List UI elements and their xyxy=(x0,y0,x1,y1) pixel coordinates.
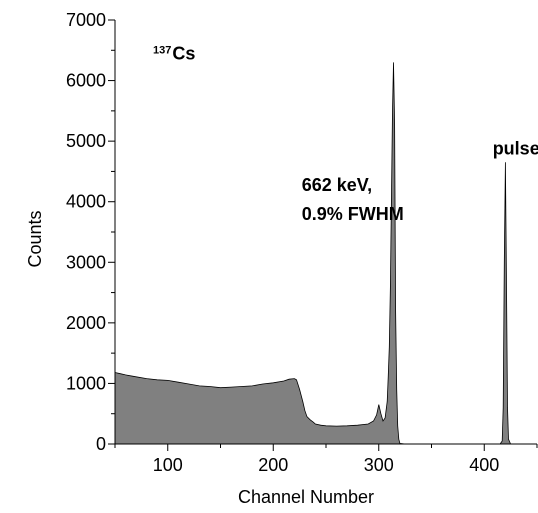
y-tick-label: 1000 xyxy=(66,373,106,393)
y-tick-label: 2000 xyxy=(66,313,106,333)
pulser-label: pulser xyxy=(493,138,538,158)
y-tick-label: 6000 xyxy=(66,71,106,91)
x-tick-label: 100 xyxy=(153,455,183,475)
y-tick-label: 7000 xyxy=(66,10,106,30)
x-tick-label: 400 xyxy=(469,455,499,475)
y-tick-label: 4000 xyxy=(66,192,106,212)
y-tick-label: 3000 xyxy=(66,252,106,272)
plot-area xyxy=(114,62,537,445)
peak-label-line2: 0.9% FWHM xyxy=(302,204,404,224)
x-axis-title: Channel Number xyxy=(238,487,374,507)
axis-ticks: 0 1000 2000 3000 4000 5000 6000 7000 100 200 300 40… xyxy=(66,10,538,475)
isotope-mass-number: 137 xyxy=(153,44,171,56)
peak-label-line1: 662 keV, xyxy=(302,175,372,195)
y-tick-label: 5000 xyxy=(66,131,106,151)
y-axis-title: Counts xyxy=(25,210,45,267)
x-tick-label: 300 xyxy=(364,455,394,475)
x-tick-label: 200 xyxy=(258,455,288,475)
y-tick-label: 0 xyxy=(96,434,106,454)
isotope-label: Cs xyxy=(172,43,195,63)
spectrum-area xyxy=(115,62,537,445)
